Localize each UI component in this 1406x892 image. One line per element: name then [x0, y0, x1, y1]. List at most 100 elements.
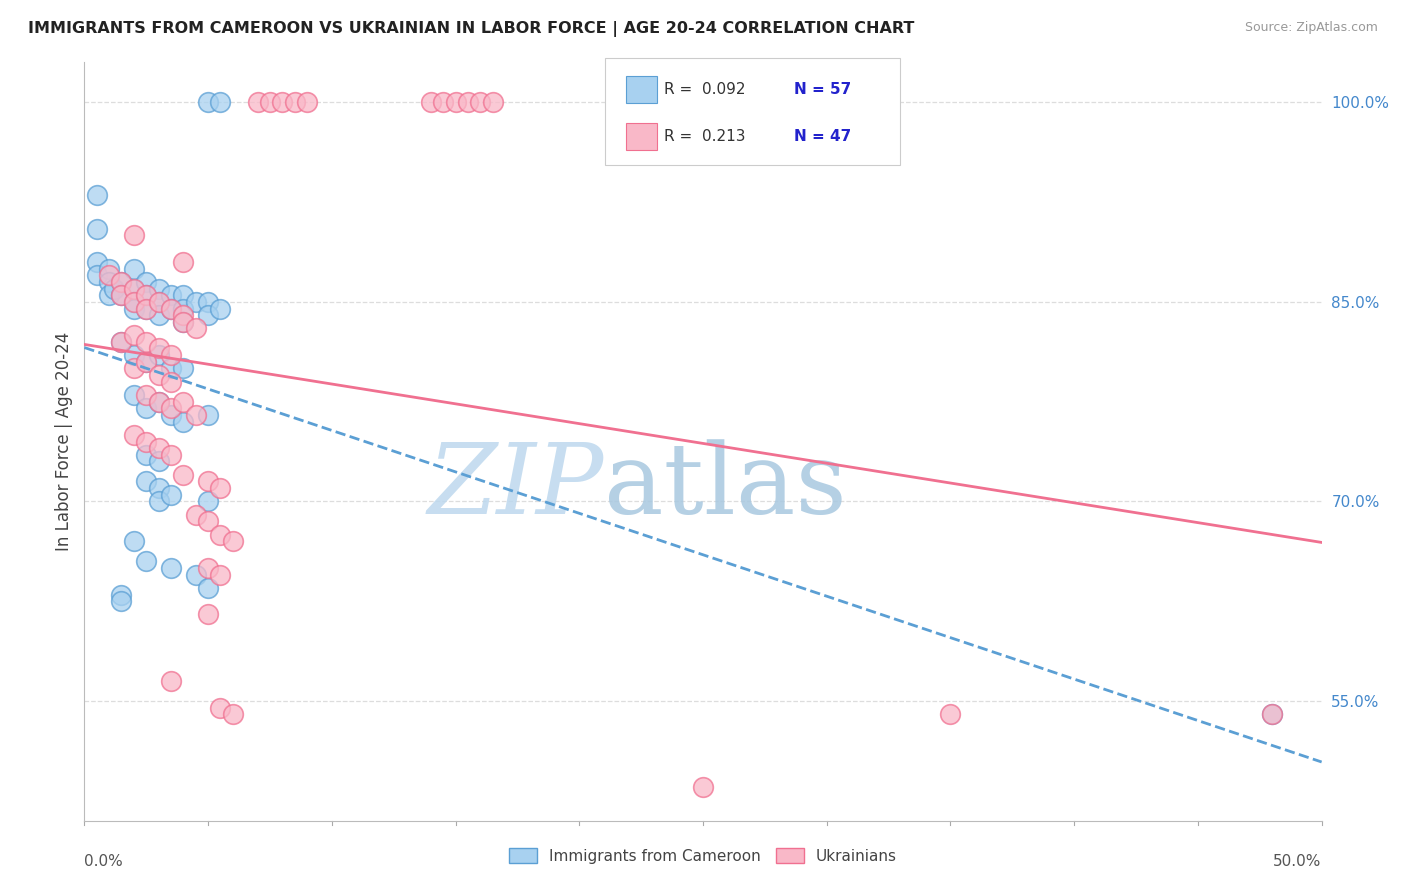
- Point: [160, 375, 183, 389]
- Point: [148, 368, 170, 382]
- Point: [110, 288, 132, 302]
- Point: [148, 294, 170, 309]
- Point: [86, 221, 108, 235]
- Point: [444, 95, 467, 110]
- Text: N = 47: N = 47: [794, 129, 852, 144]
- Point: [148, 481, 170, 495]
- Point: [103, 282, 125, 296]
- Point: [98, 275, 121, 289]
- Point: [110, 334, 132, 349]
- Point: [184, 567, 207, 582]
- Text: N = 57: N = 57: [794, 82, 852, 96]
- Point: [135, 554, 157, 568]
- Point: [98, 261, 121, 276]
- Point: [209, 95, 232, 110]
- Point: [172, 315, 194, 329]
- Point: [110, 275, 132, 289]
- Text: R =  0.213: R = 0.213: [664, 129, 745, 144]
- Point: [172, 467, 194, 482]
- Y-axis label: In Labor Force | Age 20-24: In Labor Force | Age 20-24: [55, 332, 73, 551]
- Point: [172, 308, 194, 322]
- Point: [160, 348, 183, 362]
- Point: [1261, 707, 1284, 722]
- Point: [184, 321, 207, 335]
- Point: [135, 301, 157, 316]
- Text: IMMIGRANTS FROM CAMEROON VS UKRAINIAN IN LABOR FORCE | AGE 20-24 CORRELATION CHA: IMMIGRANTS FROM CAMEROON VS UKRAINIAN IN…: [28, 21, 914, 37]
- Point: [172, 255, 194, 269]
- Text: ZIP: ZIP: [427, 440, 605, 534]
- Point: [122, 361, 145, 376]
- Point: [197, 475, 219, 489]
- Point: [284, 95, 307, 110]
- Point: [122, 294, 145, 309]
- Point: [135, 388, 157, 402]
- Text: R =  0.092: R = 0.092: [664, 82, 745, 96]
- Point: [110, 587, 132, 601]
- Point: [135, 288, 157, 302]
- Point: [148, 294, 170, 309]
- Point: [197, 95, 219, 110]
- Point: [135, 448, 157, 462]
- Point: [246, 95, 269, 110]
- Point: [209, 301, 232, 316]
- Point: [135, 275, 157, 289]
- Point: [172, 361, 194, 376]
- Point: [110, 275, 132, 289]
- Point: [172, 394, 194, 409]
- Point: [135, 401, 157, 416]
- Point: [197, 581, 219, 595]
- Point: [222, 534, 245, 549]
- Point: [160, 288, 183, 302]
- Point: [470, 95, 492, 110]
- Point: [98, 288, 121, 302]
- Point: [209, 527, 232, 541]
- Point: [160, 561, 183, 575]
- Point: [148, 394, 170, 409]
- Point: [222, 707, 245, 722]
- Point: [197, 561, 219, 575]
- Text: atlas: atlas: [605, 439, 846, 535]
- Point: [122, 282, 145, 296]
- Point: [1261, 707, 1284, 722]
- Text: 0.0%: 0.0%: [84, 854, 124, 869]
- Point: [160, 401, 183, 416]
- Point: [209, 567, 232, 582]
- Point: [148, 441, 170, 455]
- Point: [160, 408, 183, 422]
- Point: [110, 594, 132, 608]
- Point: [122, 301, 145, 316]
- Point: [457, 95, 479, 110]
- Point: [122, 228, 145, 243]
- Point: [122, 348, 145, 362]
- Point: [148, 348, 170, 362]
- Point: [160, 673, 183, 688]
- Point: [197, 308, 219, 322]
- Point: [160, 448, 183, 462]
- Point: [939, 707, 962, 722]
- Point: [86, 188, 108, 202]
- Point: [172, 288, 194, 302]
- Point: [148, 342, 170, 356]
- Point: [148, 454, 170, 468]
- Point: [160, 361, 183, 376]
- Text: Source: ZipAtlas.com: Source: ZipAtlas.com: [1244, 21, 1378, 34]
- Point: [419, 95, 441, 110]
- Point: [172, 415, 194, 429]
- Point: [135, 355, 157, 369]
- Point: [692, 780, 714, 795]
- Point: [135, 355, 157, 369]
- Point: [122, 294, 145, 309]
- Point: [98, 268, 121, 283]
- Point: [197, 294, 219, 309]
- Point: [432, 95, 454, 110]
- Point: [122, 261, 145, 276]
- Legend: Immigrants from Cameroon, Ukrainians: Immigrants from Cameroon, Ukrainians: [503, 842, 903, 870]
- Point: [135, 334, 157, 349]
- Point: [197, 607, 219, 622]
- Point: [184, 408, 207, 422]
- Point: [209, 481, 232, 495]
- Point: [135, 301, 157, 316]
- Point: [184, 294, 207, 309]
- Point: [271, 95, 294, 110]
- Point: [86, 268, 108, 283]
